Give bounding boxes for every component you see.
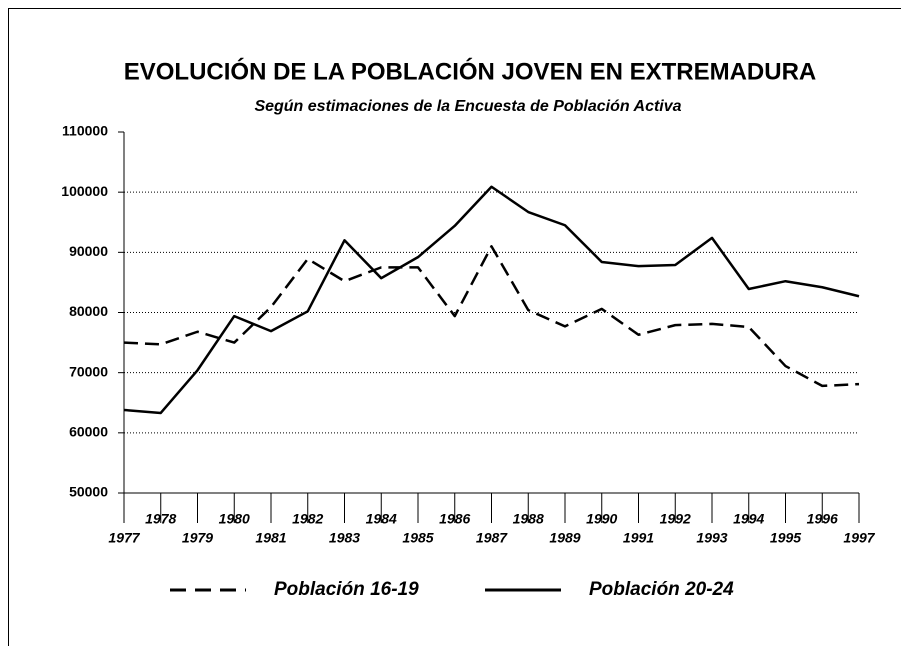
chart-title: EVOLUCIÓN DE LA POBLACIÓN JOVEN EN EXTRE… (124, 57, 817, 85)
legend-label: Población 20-24 (589, 579, 734, 600)
x-tick-label: 1993 (696, 530, 727, 546)
x-tick-label: 1990 (586, 511, 617, 527)
x-tick-label: 1996 (807, 511, 838, 527)
x-tick-label: 1978 (145, 511, 176, 527)
series-line (123, 245, 860, 388)
x-tick-label: 1997 (843, 530, 875, 546)
x-tick-label: 1994 (733, 511, 764, 527)
x-tick-label: 1979 (182, 530, 213, 546)
y-tick-label: 60000 (69, 424, 108, 440)
x-tick-label: 1989 (549, 530, 580, 546)
frame (8, 8, 901, 646)
x-tick-label: 1981 (255, 530, 286, 546)
x-tick-label: 1985 (402, 530, 433, 546)
y-tick-label: 100000 (61, 183, 108, 199)
x-tick-label: 1983 (329, 530, 360, 546)
y-tick-label: 90000 (69, 243, 108, 259)
y-tick-label: 110000 (62, 123, 108, 139)
y-tick-label: 80000 (69, 303, 108, 319)
x-tick-label: 1980 (219, 511, 250, 527)
x-tick-label: 1988 (513, 511, 544, 527)
x-tick-label: 1977 (108, 530, 140, 546)
x-tick-label: 1991 (623, 530, 654, 546)
x-tick-label: 1986 (439, 511, 470, 527)
chart-subtitle: Según estimaciones de la Encuesta de Pob… (254, 98, 681, 115)
series-line (123, 185, 860, 415)
legend-label: Población 16-19 (274, 579, 419, 600)
y-tick-label: 50000 (69, 484, 108, 500)
x-tick-label: 1992 (660, 511, 691, 527)
x-tick-label: 1987 (476, 530, 508, 546)
x-tick-label: 1995 (770, 530, 801, 546)
x-tick-label: 1984 (366, 511, 397, 527)
y-tick-label: 70000 (69, 363, 108, 379)
x-tick-label: 1982 (292, 511, 323, 527)
